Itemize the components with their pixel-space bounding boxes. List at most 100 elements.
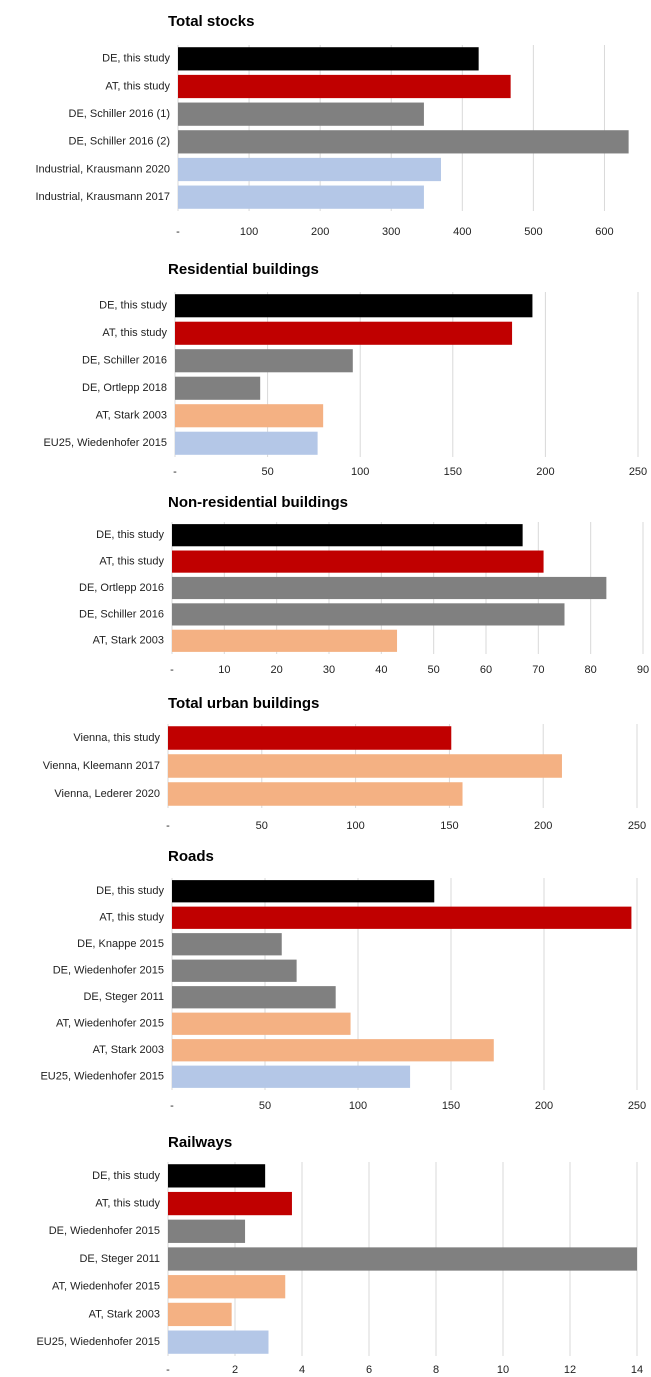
x-tick-label: 100 [349,1100,367,1112]
x-tick-label: 50 [259,1100,271,1112]
y-tick-label: DE, Schiller 2016 [79,608,164,620]
x-tick-label: 100 [346,820,364,832]
bar [168,1330,269,1354]
y-tick-label: DE, Knappe 2015 [77,938,164,950]
bar [168,1219,246,1243]
y-tick-label: Industrial, Krausmann 2020 [35,163,170,175]
y-tick-label: EU25, Wiedenhofer 2015 [40,1071,164,1083]
bar [178,74,511,99]
y-tick-label: DE, Steger 2011 [79,1253,160,1265]
x-tick-label: 60 [480,664,492,676]
bar [172,603,565,626]
x-tick-label: - [173,466,177,478]
bar [172,1039,494,1062]
bar [172,986,336,1009]
bar [178,157,441,182]
bar [175,376,261,400]
y-tick-label: DE, Schiller 2016 (2) [69,136,171,148]
x-tick-label: 100 [351,466,369,478]
bar [175,294,533,318]
bar [175,349,353,373]
bar [168,754,562,778]
x-tick-label: 50 [256,820,268,832]
bar [172,524,523,547]
y-tick-label: DE, Wiedenhofer 2015 [53,965,164,977]
bar [175,321,513,345]
y-tick-label: DE, this study [96,529,164,541]
x-tick-label: 50 [261,466,273,478]
x-tick-label: 200 [536,466,554,478]
x-tick-label: 250 [628,820,646,832]
x-tick-label: 70 [532,664,544,676]
bar [172,1012,351,1035]
chart-title: Residential buildings [168,261,319,278]
y-tick-label: DE, this study [99,300,167,312]
y-tick-label: AT, this study [99,912,164,924]
chart-title: Roads [168,848,214,865]
bar [172,550,544,573]
y-tick-label: AT, Stark 2003 [93,635,164,647]
x-tick-label: 6 [366,1364,372,1376]
x-tick-label: 250 [629,466,647,478]
bar [168,1164,266,1188]
bar [172,959,297,982]
x-tick-label: - [170,664,174,676]
x-tick-label: - [166,1364,170,1376]
chart-title: Railways [168,1134,232,1151]
y-tick-label: DE, this study [92,1170,160,1182]
x-tick-label: 20 [271,664,283,676]
x-tick-label: 100 [240,226,258,238]
y-tick-label: Vienna, this study [73,732,160,744]
x-tick-label: 2 [232,1364,238,1376]
chart-title: Total stocks [168,13,254,30]
y-tick-label: DE, Ortlepp 2018 [82,382,167,394]
bar [168,1302,232,1327]
x-tick-label: 200 [535,1100,553,1112]
y-tick-label: AT, Stark 2003 [93,1044,164,1056]
chart-title: Non-residential buildings [168,494,348,511]
x-tick-label: 10 [497,1364,509,1376]
x-tick-label: 10 [218,664,230,676]
chart-title: Total urban buildings [168,695,319,712]
y-tick-label: AT, Wiedenhofer 2015 [52,1281,160,1293]
x-tick-label: 90 [637,664,649,676]
bar [178,47,479,71]
x-tick-label: 40 [375,664,387,676]
x-tick-label: 8 [433,1364,439,1376]
y-tick-label: DE, Schiller 2016 (1) [69,108,171,120]
y-tick-label: AT, this study [102,327,167,339]
x-tick-label: 80 [585,664,597,676]
bar [168,1247,637,1271]
x-tick-label: 14 [631,1364,643,1376]
x-tick-label: 150 [442,1100,460,1112]
bar [175,404,324,428]
x-tick-label: - [170,1100,174,1112]
bar [172,933,282,956]
bar [178,185,424,209]
x-tick-label: 150 [444,466,462,478]
x-tick-label: 500 [524,226,542,238]
y-tick-label: AT, this study [99,556,164,568]
x-tick-label: - [176,226,180,238]
y-tick-label: Industrial, Krausmann 2017 [35,191,170,203]
y-tick-label: Vienna, Kleemann 2017 [43,760,160,772]
bar [172,906,632,929]
y-tick-label: DE, Schiller 2016 [82,355,167,367]
x-tick-label: 200 [311,226,329,238]
y-tick-label: DE, Wiedenhofer 2015 [49,1225,160,1237]
y-tick-label: AT, Stark 2003 [89,1308,160,1320]
y-tick-label: Vienna, Lederer 2020 [54,788,160,800]
x-tick-label: 300 [382,226,400,238]
y-tick-label: DE, Steger 2011 [83,991,164,1003]
bar [178,130,629,154]
y-tick-label: AT, Wiedenhofer 2015 [56,1018,164,1030]
x-tick-label: 4 [299,1364,305,1376]
bar [172,629,398,652]
bar [178,102,424,126]
x-tick-label: 30 [323,664,335,676]
bar [175,431,318,455]
x-tick-label: 12 [564,1364,576,1376]
x-tick-label: 250 [628,1100,646,1112]
bar [168,1191,292,1216]
